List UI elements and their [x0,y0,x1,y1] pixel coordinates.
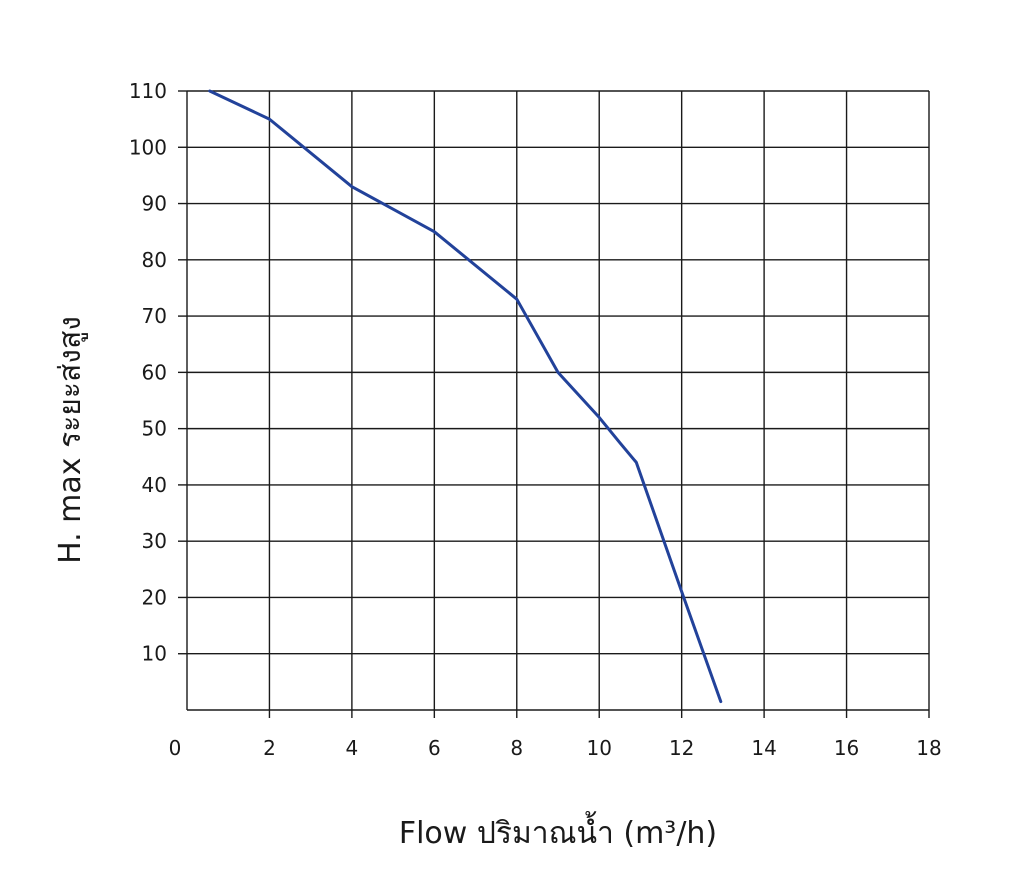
y-tick-label: 40 [142,473,167,497]
axis-ticks [178,90,930,718]
x-tick-label: 12 [669,736,694,760]
tick-labels: 0 2 4 6 8 10 12 14 16 18 10 20 30 40 50 60 70 80 90 100 110 [129,79,942,760]
y-tick-label: 110 [129,79,167,103]
x-tick-label: 14 [751,736,776,760]
y-tick-label: 90 [142,192,167,216]
y-tick-label: 50 [142,417,167,441]
x-tick-label: 0 [169,736,182,760]
y-tick-label: 100 [129,135,167,159]
y-tick-label: 60 [142,360,167,384]
x-tick-label: 18 [916,736,941,760]
grid [186,90,930,711]
y-tick-label: 20 [142,585,167,609]
x-tick-label: 16 [834,736,859,760]
y-tick-label: 10 [142,642,167,666]
series-line [208,89,723,704]
x-tick-label: 8 [510,736,523,760]
series [208,89,723,704]
y-tick-label: 30 [142,529,167,553]
x-tick-label: 4 [346,736,359,760]
y-axis-title: H. max ระยะส่งสูง [53,316,88,564]
x-tick-label: 2 [263,736,276,760]
y-tick-label: 80 [142,248,167,272]
x-axis-title: Flow ปริมาณน้ำ (m³/h) [399,811,717,851]
x-tick-label: 10 [586,736,611,760]
x-tick-label: 6 [428,736,441,760]
y-tick-label: 70 [142,304,167,328]
